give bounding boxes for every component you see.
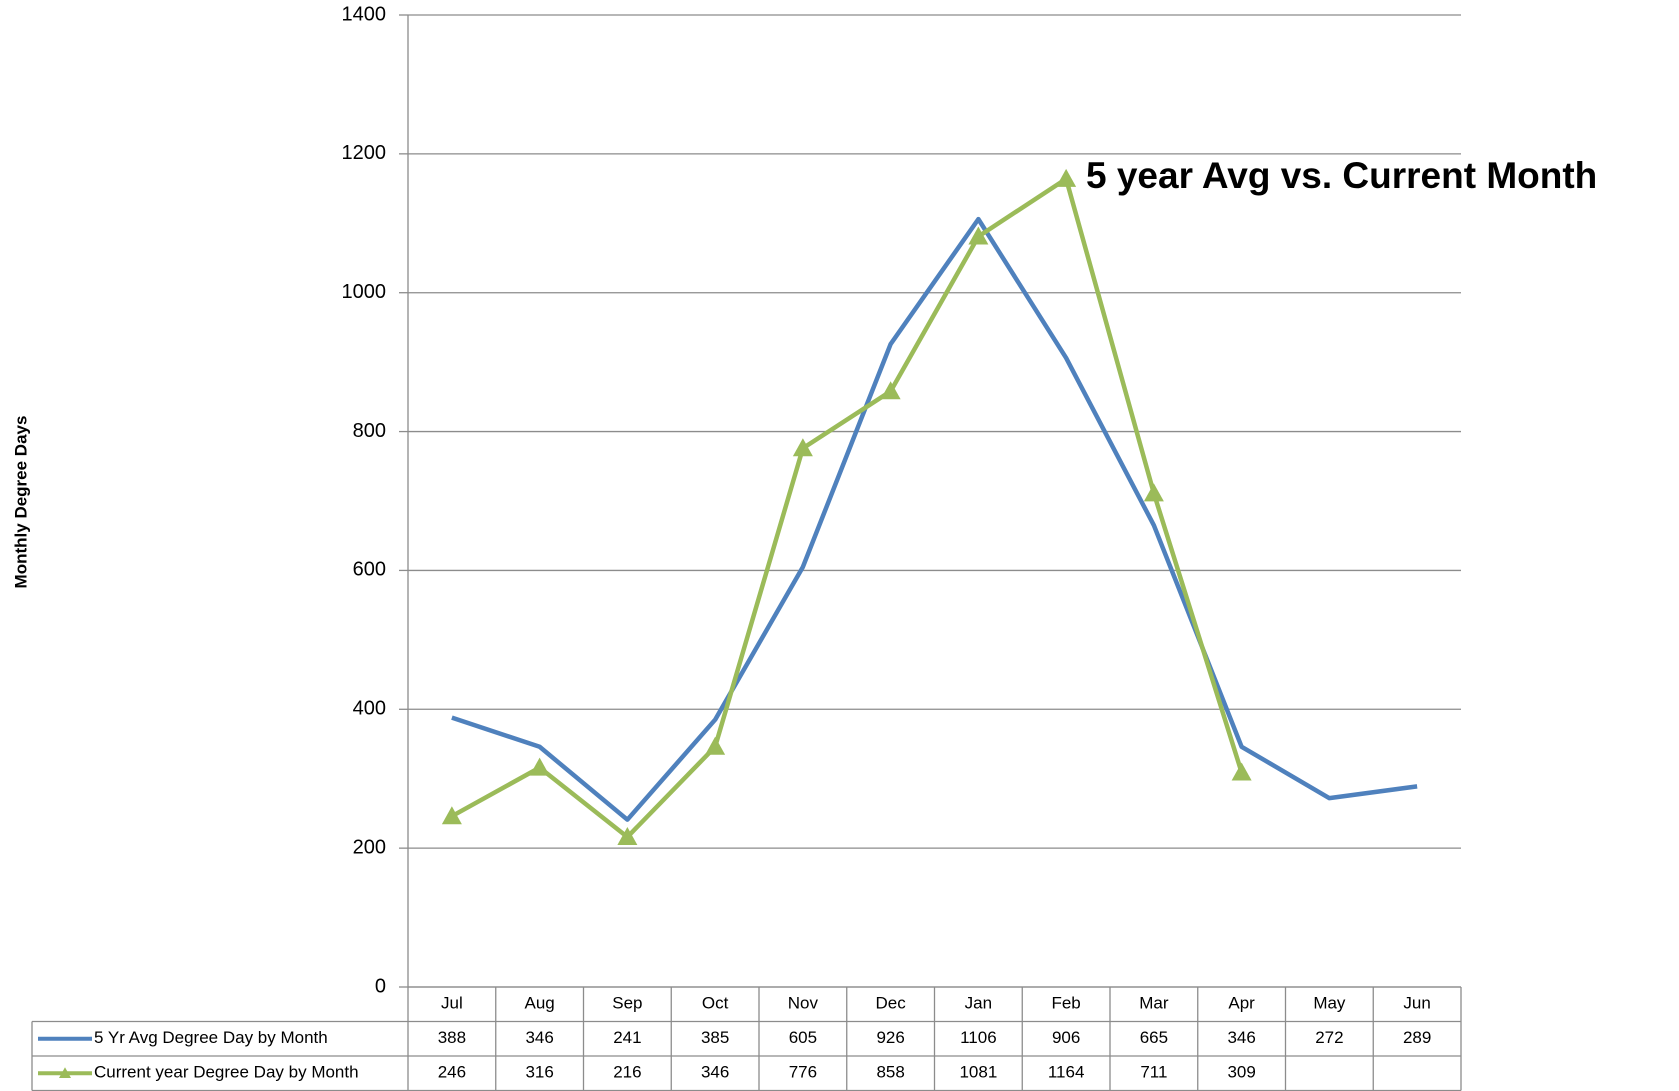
marker [880,381,901,400]
table-value: 241 [613,1028,641,1047]
table-value: 665 [1140,1028,1168,1047]
marker [1231,762,1252,781]
table-value: 346 [1227,1028,1255,1047]
table-value: 858 [876,1063,904,1082]
table-value: 711 [1140,1063,1167,1082]
table-value: 1106 [960,1028,997,1047]
marker [1056,168,1077,187]
table-value: 346 [525,1028,553,1047]
marker [792,438,813,457]
y-tick-label: 400 [353,698,386,720]
table-value: 926 [876,1028,904,1047]
y-tick-label: 200 [353,836,386,858]
table-value: 272 [1315,1028,1343,1047]
legend-label: 5 Yr Avg Degree Day by Month [94,1028,328,1047]
legend-label: Current year Degree Day by Month [94,1063,359,1082]
y-tick-label: 0 [375,975,386,997]
y-tick-label: 600 [353,559,386,581]
marker [529,757,550,776]
y-tick-label: 1000 [342,281,387,303]
table-value: 346 [701,1063,729,1082]
marker [705,736,726,755]
x-tick-label: Sep [612,994,642,1013]
table-value: 906 [1052,1028,1080,1047]
legend-marker [59,1067,71,1079]
marker [617,827,638,846]
x-tick-label: May [1313,994,1346,1013]
marker [441,806,462,825]
y-tick-label: 800 [353,420,386,442]
x-tick-label: Aug [525,994,555,1013]
series-line [450,176,1244,840]
x-tick-label: Dec [876,994,907,1013]
table-value: 1081 [959,1063,997,1082]
x-tick-label: Jun [1403,994,1430,1013]
y-tick-label: 1400 [342,3,387,25]
table-value: 216 [613,1063,641,1082]
table-value: 316 [525,1063,553,1082]
table-value: 289 [1403,1028,1431,1047]
x-tick-label: Apr [1228,994,1255,1013]
y-axis-label: Monthly Degree Days [11,416,30,589]
marker [1143,483,1164,502]
table-value: 776 [789,1063,817,1082]
table-value: 1164 [1048,1063,1085,1082]
x-tick-label: Nov [788,994,819,1013]
x-tick-label: Jul [441,994,463,1013]
table-value: 388 [438,1028,466,1047]
y-tick-label: 1200 [342,142,387,164]
table-value: 605 [789,1028,817,1047]
x-tick-label: Jan [965,994,992,1013]
series-line [451,216,1418,822]
x-tick-label: Oct [702,994,729,1013]
table-value: 246 [438,1063,466,1082]
marker [968,226,989,245]
table-value: 385 [701,1028,729,1047]
chart-title: 5 year Avg vs. Current Month [1086,155,1597,196]
x-tick-label: Mar [1139,994,1169,1013]
table-value: 309 [1227,1063,1255,1082]
x-tick-label: Feb [1051,994,1080,1013]
